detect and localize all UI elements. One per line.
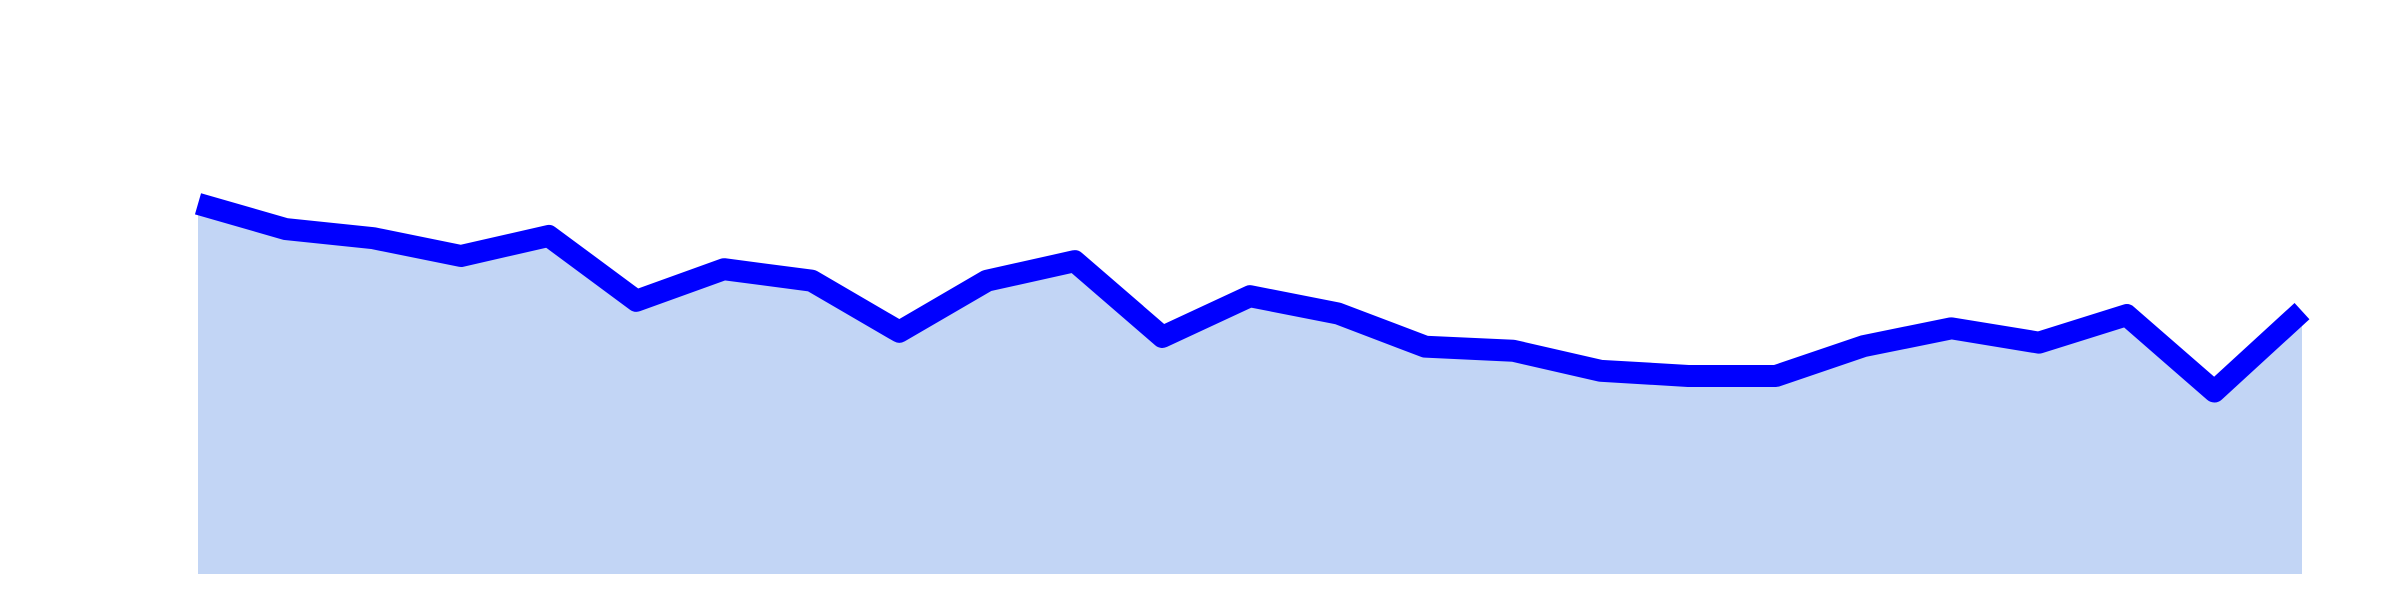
plot-area [194, 193, 2310, 574]
series-area-fill [198, 203, 2302, 574]
series-line [194, 193, 2310, 403]
